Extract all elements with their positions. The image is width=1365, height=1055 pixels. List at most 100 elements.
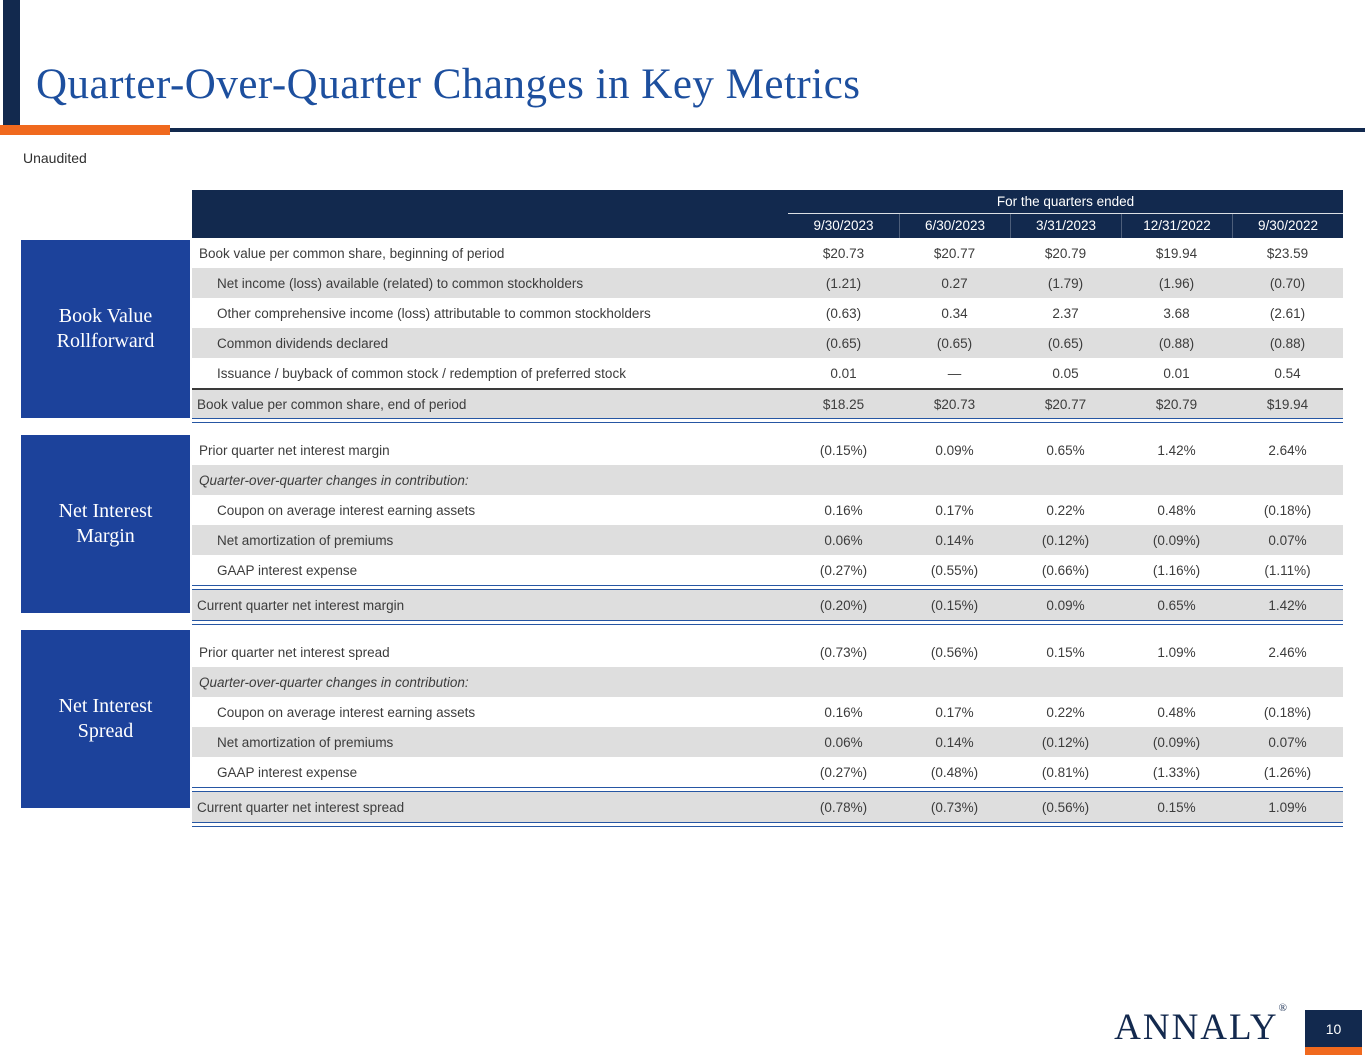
column-header-date: 9/30/2023 (813, 218, 874, 233)
table-header-spacer (192, 190, 788, 214)
row-value: (2.61) (1269, 305, 1306, 321)
row-value: 1.42% (1157, 442, 1196, 458)
row-value: 0.65% (1046, 442, 1085, 458)
row-value: 0.34 (941, 305, 968, 321)
row-value: $20.79 (1044, 245, 1087, 261)
row-value: (0.55%) (930, 562, 979, 578)
table-header-dates-row: 9/30/2023 6/30/2023 3/31/2023 12/31/2022… (192, 214, 1343, 238)
row-value: $20.73 (822, 245, 865, 261)
row-value: 0.22% (1046, 502, 1085, 518)
table-row: Prior quarter net interest margin (0.15%)… (192, 435, 1343, 465)
row-value: (0.88) (1269, 335, 1306, 351)
row-value: (0.09%) (1152, 532, 1201, 548)
table-body: Book value per common share, beginning o… (192, 238, 1343, 827)
table-row: Prior quarter net interest spread (0.73%)… (192, 637, 1343, 667)
column-header-date: 6/30/2023 (899, 214, 1010, 238)
table-header-spacer (192, 214, 788, 238)
row-value: 0.06% (824, 734, 863, 750)
row-label: Prior quarter net interest spread (199, 644, 390, 660)
category-box-0: Book Value Rollforward (21, 240, 190, 418)
column-header-date: 3/31/2023 (1010, 214, 1121, 238)
annaly-logo: ANNALY® (1114, 1002, 1287, 1049)
row-value: 0.07% (1268, 734, 1307, 750)
row-value: (0.56%) (930, 644, 979, 660)
table-row: Other comprehensive income (loss) attrib… (192, 298, 1343, 328)
column-header-date: 9/30/2022 (1232, 214, 1343, 238)
page-title: Quarter-Over-Quarter Changes in Key Metr… (36, 61, 861, 108)
row-value: $20.79 (1155, 396, 1198, 412)
row-label: GAAP interest expense (217, 562, 358, 578)
row-value: (0.12%) (1041, 532, 1090, 548)
row-label: Current quarter net interest spread (197, 799, 405, 815)
row-value: 0.09% (1046, 597, 1085, 613)
row-value: (0.73%) (819, 644, 868, 660)
row-value: (0.18%) (1263, 502, 1312, 518)
table-row: Book value per common share, end of peri… (192, 388, 1343, 418)
row-value: (0.81%) (1041, 764, 1090, 780)
row-value: $19.94 (1155, 245, 1198, 261)
row-value: 0.16% (824, 704, 863, 720)
annaly-logo-text: ANNALY (1114, 1007, 1279, 1048)
row-value: (0.65) (1047, 335, 1084, 351)
table-row: Coupon on average interest earning asset… (192, 495, 1343, 525)
row-label: Net amortization of premiums (217, 734, 394, 750)
double-rule (192, 418, 1343, 423)
row-value: (0.09%) (1152, 734, 1201, 750)
header-accent-bar (3, 0, 20, 128)
row-value: (0.48%) (930, 764, 979, 780)
table-row: Quarter-over-quarter changes in contribu… (192, 667, 1343, 697)
row-value: (1.11%) (1264, 562, 1311, 578)
table-section-2: Prior quarter net interest spread (0.73%)… (192, 637, 1343, 827)
row-value: $20.77 (1044, 396, 1087, 412)
table-header: For the quarters ended 9/30/2023 6/30/20… (192, 190, 1343, 238)
row-value: (0.15%) (930, 597, 979, 613)
row-value: $23.59 (1266, 245, 1309, 261)
row-value: (0.15%) (819, 442, 868, 458)
row-value: 2.46% (1268, 644, 1307, 660)
row-value: (0.65) (936, 335, 973, 351)
row-value: 0.22% (1046, 704, 1085, 720)
page-number-badge: 10 (1305, 1010, 1362, 1047)
row-label: Coupon on average interest earning asset… (217, 502, 476, 518)
row-value: 0.05 (1052, 365, 1079, 381)
row-value: 0.15% (1157, 799, 1196, 815)
table-row: Net amortization of premiums 0.06% 0.14% (0… (192, 727, 1343, 757)
row-value: 0.01 (1163, 365, 1190, 381)
table-row: Net amortization of premiums 0.06% 0.14% (0… (192, 525, 1343, 555)
row-value: (1.33%) (1152, 764, 1201, 780)
row-value: 0.09% (935, 442, 974, 458)
row-value: (0.63) (825, 305, 862, 321)
table-row: Quarter-over-quarter changes in contribu… (192, 465, 1343, 495)
table-row: GAAP interest expense (0.27%) (0.48%) (0.81… (192, 757, 1343, 787)
row-value: 0.65% (1157, 597, 1196, 613)
row-label: Other comprehensive income (loss) attrib… (217, 305, 651, 321)
row-value: (0.27%) (819, 562, 868, 578)
row-label: Coupon on average interest earning asset… (217, 704, 476, 720)
row-value: $19.94 (1266, 396, 1309, 412)
table-row: Issuance / buyback of common stock / red… (192, 358, 1343, 388)
row-label: Common dividends declared (217, 335, 389, 351)
row-value: 0.27 (941, 275, 968, 291)
row-value: (0.18%) (1263, 704, 1312, 720)
table-row: GAAP interest expense (0.27%) (0.55%) (0.66… (192, 555, 1343, 585)
table-row: Current quarter net interest spread (0.78… (192, 792, 1343, 822)
metrics-table: For the quarters ended 9/30/2023 6/30/20… (192, 190, 1343, 839)
double-rule (192, 822, 1343, 827)
row-value: (0.65) (825, 335, 862, 351)
table-row: Common dividends declared (0.65) (0.65) (0.… (192, 328, 1343, 358)
row-value: $20.77 (933, 245, 976, 261)
row-value: 0.48% (1157, 704, 1196, 720)
row-value: (1.79) (1047, 275, 1084, 291)
row-value: 0.01 (830, 365, 857, 381)
row-label: Net income (loss) available (related) to… (217, 275, 584, 291)
row-value: $18.25 (822, 396, 865, 412)
row-label: Book value per common share, end of peri… (197, 396, 467, 412)
category-box-1: Net Interest Margin (21, 435, 190, 613)
double-rule (192, 620, 1343, 625)
row-value: 0.54 (1274, 365, 1301, 381)
row-value: (0.56%) (1041, 799, 1090, 815)
table-row: Book value per common share, beginning o… (192, 238, 1343, 268)
row-value: (0.27%) (819, 764, 868, 780)
row-value: 3.68 (1163, 305, 1190, 321)
